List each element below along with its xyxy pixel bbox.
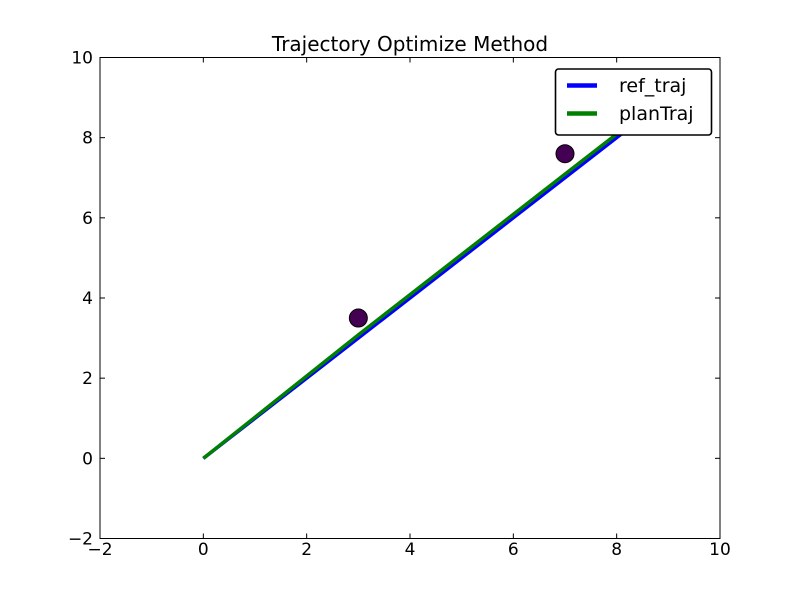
y-tick-label: 4 xyxy=(82,289,93,309)
x-tick-label: 10 xyxy=(709,540,731,560)
legend-label: planTraj xyxy=(619,103,694,125)
legend: ref_traj planTraj xyxy=(554,68,713,136)
series-line-planTraj xyxy=(202,110,647,460)
x-tick-label: −2 xyxy=(87,540,112,560)
axis-tick-labels: −2 0 2 4 6 8 10 −2 0 2 4 6 8 10 xyxy=(68,49,731,561)
y-tick-label: 0 xyxy=(82,449,93,469)
y-tick-label: 10 xyxy=(71,49,93,69)
y-tick-label: 2 xyxy=(82,369,93,389)
legend-label: ref_traj xyxy=(619,75,686,97)
x-tick-label: 0 xyxy=(198,540,209,560)
plot-frame xyxy=(99,57,721,539)
x-tick-label: 6 xyxy=(508,540,519,560)
scatter-point xyxy=(348,308,368,328)
x-tick-label: 2 xyxy=(301,540,312,560)
y-tick-label: 8 xyxy=(82,129,93,149)
y-tick-label: −2 xyxy=(68,530,93,550)
y-tick-label: 6 xyxy=(82,209,93,229)
scatter-point xyxy=(555,144,575,164)
plot-series xyxy=(202,110,647,460)
x-tick-label: 8 xyxy=(611,540,622,560)
x-tick-label: 4 xyxy=(405,540,416,560)
chart-title: Trajectory Optimize Method xyxy=(271,32,548,56)
